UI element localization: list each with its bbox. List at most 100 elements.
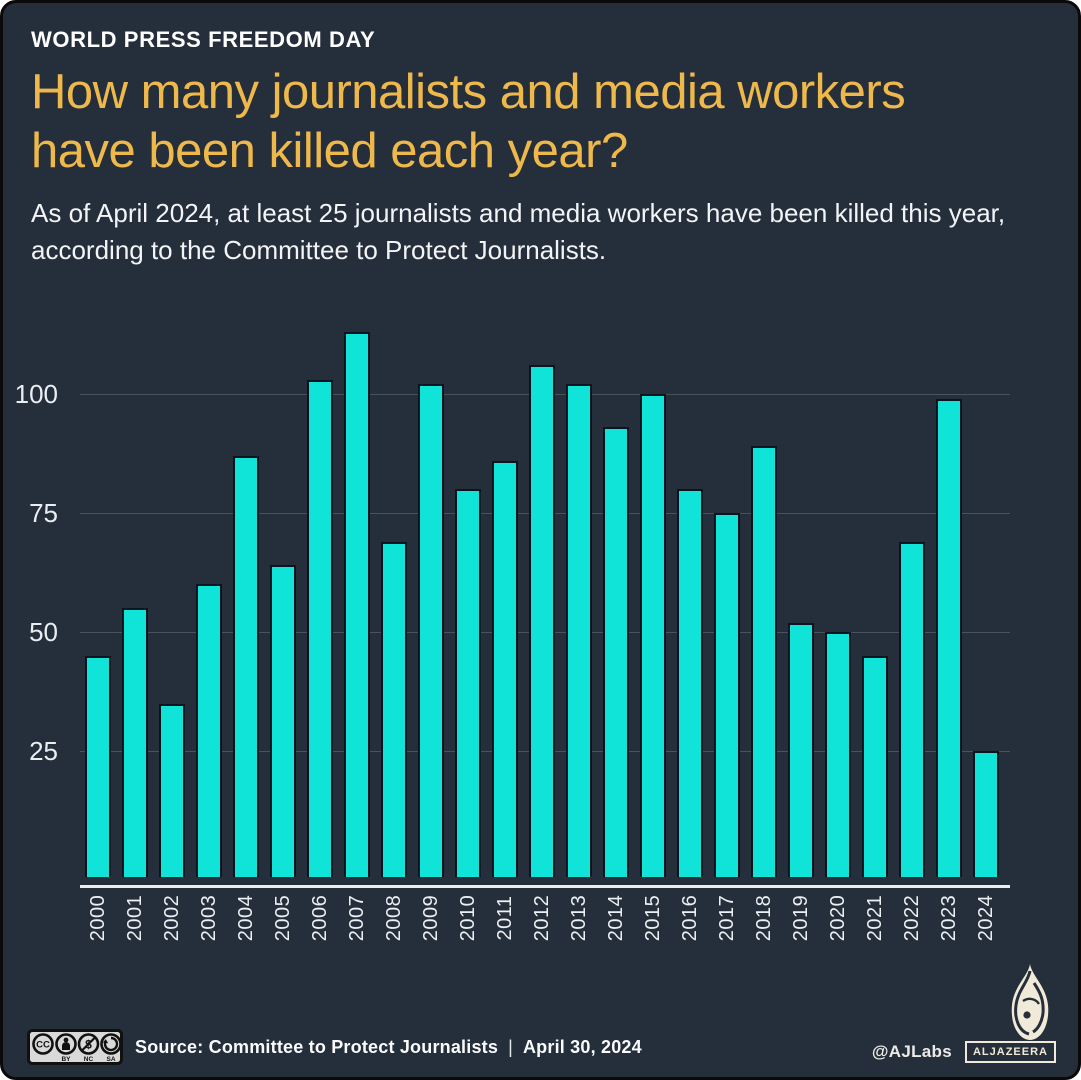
gridline-25 bbox=[80, 751, 1010, 753]
y-tick-25: 25 bbox=[29, 736, 58, 767]
subtitle-line-1: As of April 2024, at least 25 journalist… bbox=[31, 198, 1006, 228]
bar-column-2008: 2008 bbox=[381, 313, 407, 941]
x-tick-2013: 2013 bbox=[568, 894, 590, 942]
x-tick-2001: 2001 bbox=[124, 894, 146, 942]
y-tick-75: 75 bbox=[29, 498, 58, 529]
title-line-2: have been killed each year? bbox=[31, 124, 628, 178]
x-axis-line bbox=[80, 885, 1010, 888]
bar-2014 bbox=[603, 427, 629, 877]
aljazeera-wordmark: ALJAZEERA bbox=[964, 1041, 1056, 1063]
bar-column-2016: 2016 bbox=[677, 313, 703, 941]
bar-column-2015: 2015 bbox=[640, 313, 666, 941]
footer-left: CC $ BY NC SA Source: Committee to Prote… bbox=[27, 1029, 642, 1065]
share-alike-icon bbox=[100, 1033, 122, 1055]
x-tick-2015: 2015 bbox=[642, 894, 664, 942]
bar-column-2012: 2012 bbox=[529, 313, 555, 941]
bar-column-2006: 2006 bbox=[307, 313, 333, 941]
by-label: BY bbox=[61, 1056, 71, 1063]
date-text: April 30, 2024 bbox=[522, 1036, 642, 1057]
x-tick-2009: 2009 bbox=[420, 894, 442, 942]
bar-2017 bbox=[714, 513, 740, 877]
bar-2015 bbox=[640, 394, 666, 877]
x-tick-2020: 2020 bbox=[827, 894, 849, 942]
subtitle-line-2: according to the Committee to Protect Jo… bbox=[31, 235, 607, 265]
non-commercial-icon: $ bbox=[77, 1033, 100, 1055]
bar-column-2014: 2014 bbox=[603, 313, 629, 941]
attribution-icon bbox=[55, 1033, 77, 1055]
source-line: Source: Committee to Protect Journalists… bbox=[135, 1037, 642, 1058]
bar-2012 bbox=[529, 365, 555, 877]
bar-column-2013: 2013 bbox=[566, 313, 592, 941]
x-tick-2010: 2010 bbox=[457, 894, 479, 942]
bar-column-2021: 2021 bbox=[862, 313, 888, 941]
bar-column-2000: 2000 bbox=[85, 313, 111, 941]
bar-2022 bbox=[899, 542, 925, 877]
x-tick-2006: 2006 bbox=[309, 894, 331, 942]
sa-label: SA bbox=[106, 1056, 115, 1063]
bar-2010 bbox=[455, 489, 481, 877]
footer-right: @AJLabs ALJAZEERA bbox=[872, 1041, 1056, 1063]
x-tick-2022: 2022 bbox=[901, 894, 923, 942]
bar-column-2002: 2002 bbox=[159, 313, 185, 941]
x-tick-2021: 2021 bbox=[864, 894, 886, 942]
bar-column-2007: 2007 bbox=[344, 313, 370, 941]
bar-column-2010: 2010 bbox=[455, 313, 481, 941]
x-tick-2008: 2008 bbox=[383, 894, 405, 942]
bar-column-2018: 2018 bbox=[751, 313, 777, 941]
plot-area: 2000 2001 2002 2003 2004 2005 2006 2007 2008 2009… bbox=[80, 313, 1010, 941]
bar-2007 bbox=[344, 332, 370, 877]
y-tick-100: 100 bbox=[14, 379, 58, 409]
x-tick-2012: 2012 bbox=[531, 894, 553, 942]
bar-2016 bbox=[677, 489, 703, 877]
bar-2013 bbox=[566, 384, 592, 877]
bar-column-2017: 2017 bbox=[714, 313, 740, 941]
bar-2006 bbox=[307, 380, 333, 877]
kicker: WORLD PRESS FREEDOM DAY bbox=[31, 27, 376, 52]
subtitle: As of April 2024, at least 25 journalist… bbox=[31, 195, 1061, 269]
bar-column-2011: 2011 bbox=[492, 313, 518, 941]
separator: | bbox=[508, 1036, 513, 1057]
bar-2024 bbox=[973, 751, 999, 877]
bar-column-2004: 2004 bbox=[233, 313, 259, 941]
bar-column-2020: 2020 bbox=[825, 313, 851, 941]
bar-column-2023: 2023 bbox=[936, 313, 962, 941]
gridline-75 bbox=[80, 513, 1010, 515]
bar-2005 bbox=[270, 565, 296, 877]
cc-icon: CC bbox=[32, 1033, 54, 1055]
title-line-1: How many journalists and media workers bbox=[31, 65, 906, 119]
x-tick-2007: 2007 bbox=[346, 894, 368, 942]
x-tick-2002: 2002 bbox=[161, 894, 183, 942]
ajlabs-credit: @AJLabs bbox=[871, 1042, 952, 1061]
bar-2008 bbox=[381, 542, 407, 877]
bar-2019 bbox=[788, 623, 814, 877]
bars: 2000 2001 2002 2003 2004 2005 2006 2007 2008 2009… bbox=[80, 313, 1010, 941]
bar-column-2009: 2009 bbox=[418, 313, 444, 941]
x-tick-2017: 2017 bbox=[716, 894, 738, 942]
header: WORLD PRESS FREEDOM DAY How many journal… bbox=[31, 27, 1061, 269]
y-tick-50: 50 bbox=[29, 617, 58, 648]
nc-label: NC bbox=[84, 1056, 94, 1063]
aljazeera-flame-logo bbox=[1011, 964, 1049, 1040]
bar-column-2019: 2019 bbox=[788, 313, 814, 941]
bar-2011 bbox=[492, 461, 518, 877]
x-tick-2011: 2011 bbox=[494, 895, 516, 941]
bar-2018 bbox=[751, 446, 777, 877]
bar-2009 bbox=[418, 384, 444, 877]
x-tick-2000: 2000 bbox=[87, 894, 109, 942]
x-tick-2014: 2014 bbox=[605, 894, 627, 942]
bar-2000 bbox=[85, 656, 111, 877]
bar-2021 bbox=[862, 656, 888, 877]
gridline-100 bbox=[80, 394, 1010, 395]
bar-column-2003: 2003 bbox=[196, 313, 222, 941]
bar-2023 bbox=[936, 399, 962, 877]
bar-column-2001: 2001 bbox=[122, 313, 148, 941]
bar-column-2024: 2024 bbox=[973, 313, 999, 941]
x-tick-2004: 2004 bbox=[235, 894, 257, 942]
x-tick-2018: 2018 bbox=[753, 894, 775, 942]
bar-2020 bbox=[825, 632, 851, 877]
x-tick-2024: 2024 bbox=[975, 894, 997, 942]
x-tick-2023: 2023 bbox=[938, 894, 960, 942]
bar-2003 bbox=[196, 584, 222, 877]
x-tick-2016: 2016 bbox=[679, 894, 701, 942]
